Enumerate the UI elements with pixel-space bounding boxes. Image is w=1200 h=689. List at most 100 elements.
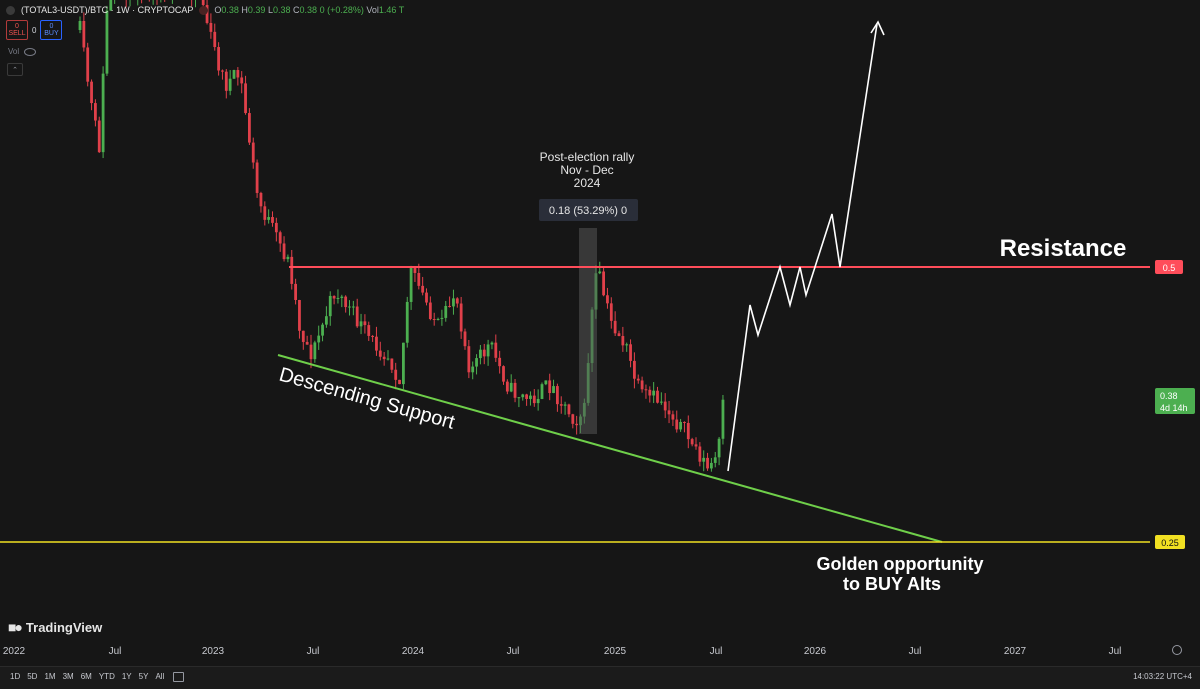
- x-tick-label: Jul: [909, 646, 922, 657]
- candle-body: [244, 83, 247, 114]
- candle-body: [240, 77, 244, 84]
- candle-body: [94, 103, 97, 121]
- candle-body: [274, 222, 278, 233]
- current-price-tag: 0.38: [1160, 391, 1178, 401]
- candle-body: [463, 331, 467, 347]
- candle-body: [571, 414, 575, 424]
- candle-body: [613, 320, 617, 334]
- x-tick-label: Jul: [109, 646, 122, 657]
- open-value: 0.38: [221, 5, 239, 15]
- eye-icon[interactable]: [24, 47, 37, 56]
- candle-body: [209, 22, 213, 32]
- sell-price: 0: [15, 23, 19, 30]
- market-status-icon[interactable]: [199, 5, 209, 15]
- candle-body: [629, 344, 632, 361]
- candle-body: [321, 324, 324, 336]
- x-tick-label: 2024: [402, 646, 425, 657]
- candle-body: [271, 217, 274, 223]
- range-button-3m[interactable]: 3M: [62, 672, 74, 681]
- x-axis[interactable]: 2022 Jul 2023 Jul 2024 Jul 2025 Jul 2026 Jul 2027 J…: [3, 646, 1122, 657]
- range-button-1d[interactable]: 1D: [10, 672, 21, 681]
- candle-body: [498, 357, 502, 367]
- candle-body: [413, 267, 417, 273]
- golden-price-tag-box: [1155, 535, 1185, 549]
- candle-body: [521, 394, 525, 398]
- candle-body: [359, 321, 363, 327]
- volume-indicator-row[interactable]: Vol: [8, 47, 37, 56]
- buy-price: 0: [49, 23, 54, 30]
- candle-body: [325, 316, 328, 325]
- candle-body: [290, 256, 294, 284]
- candle-body: [505, 381, 509, 392]
- candle-body: [232, 70, 236, 79]
- axis-settings-icon[interactable]: [1172, 645, 1182, 655]
- candle-body: [448, 305, 451, 307]
- candle-body: [644, 389, 648, 391]
- candle-body: [544, 380, 548, 385]
- candle-body: [367, 325, 371, 336]
- change-value: 0 (+0.28%): [319, 5, 364, 15]
- candle-body: [636, 378, 640, 381]
- candle-body: [263, 206, 267, 220]
- range-button-all[interactable]: All: [155, 672, 165, 681]
- time-range-selector: 1D 5D 1M 3M 6M YTD 1Y 5Y All: [10, 672, 185, 682]
- candle-body: [378, 350, 382, 357]
- clock[interactable]: 14:03:22 UTC+4: [1133, 672, 1192, 681]
- descending-support-line[interactable]: [277, 354, 943, 543]
- candle-body: [340, 296, 344, 298]
- candle-body: [228, 78, 232, 91]
- candle-body: [440, 317, 444, 319]
- range-button-1y[interactable]: 1Y: [121, 672, 132, 681]
- candle-body: [436, 318, 440, 320]
- buy-button[interactable]: 0 BUY: [40, 20, 63, 40]
- range-button-5d[interactable]: 5D: [27, 672, 38, 681]
- calendar-icon[interactable]: [173, 672, 185, 682]
- collapse-legend-button[interactable]: ⌃: [7, 63, 23, 76]
- candle-body: [405, 301, 409, 343]
- low-value: 0.38: [272, 5, 291, 15]
- candle-body: [298, 300, 301, 331]
- candle-body: [386, 358, 390, 360]
- x-tick-label: 2023: [202, 646, 225, 657]
- candle-body: [221, 70, 224, 72]
- measure-label: 0.18 (53.29%) 0: [549, 205, 627, 217]
- x-tick-label: Jul: [710, 646, 723, 657]
- golden-annotation-line1: Golden opportunity: [817, 554, 984, 574]
- candle-body: [702, 457, 706, 462]
- candle-body: [598, 271, 602, 274]
- candle-body: [679, 421, 682, 430]
- resistance-price-tag: 0.5: [1163, 263, 1176, 273]
- candle-body: [690, 439, 694, 445]
- candle-body: [656, 390, 659, 403]
- resistance-price-tag-box: [1155, 260, 1183, 274]
- tradingview-logo[interactable]: ■● TradingView: [8, 619, 102, 635]
- candle-body: [494, 342, 498, 358]
- range-button-6m[interactable]: 6M: [80, 672, 92, 681]
- tradingview-logo-icon: ■●: [8, 619, 23, 635]
- symbol-logo-icon: [6, 5, 15, 15]
- resistance-annotation: Resistance: [1000, 235, 1127, 262]
- candle-body: [540, 384, 544, 399]
- candle-body: [536, 398, 540, 404]
- x-tick-label: 2022: [3, 646, 26, 657]
- candle-body: [663, 401, 667, 411]
- candle-body: [355, 306, 359, 327]
- sell-button[interactable]: 0 SELL: [6, 20, 28, 40]
- range-button-ytd[interactable]: YTD: [98, 672, 115, 681]
- low-label: L: [267, 5, 273, 15]
- projection-arrowhead: [870, 20, 885, 36]
- candle-body: [482, 349, 486, 357]
- candle-body: [563, 404, 567, 406]
- candle-body: [371, 335, 374, 337]
- candle-body: [363, 321, 367, 326]
- projection-path[interactable]: [727, 23, 878, 472]
- range-button-5y[interactable]: 5Y: [138, 672, 149, 681]
- vol-label: Vol: [366, 5, 379, 15]
- candle-body: [694, 444, 698, 447]
- candle-body: [259, 192, 263, 207]
- symbol-title[interactable]: (TOTAL3-USDT)/BTC · 1W · CRYPTOCAP: [21, 5, 194, 15]
- range-button-1m[interactable]: 1M: [44, 672, 56, 681]
- candle-body: [97, 120, 101, 153]
- candle-body: [617, 333, 621, 337]
